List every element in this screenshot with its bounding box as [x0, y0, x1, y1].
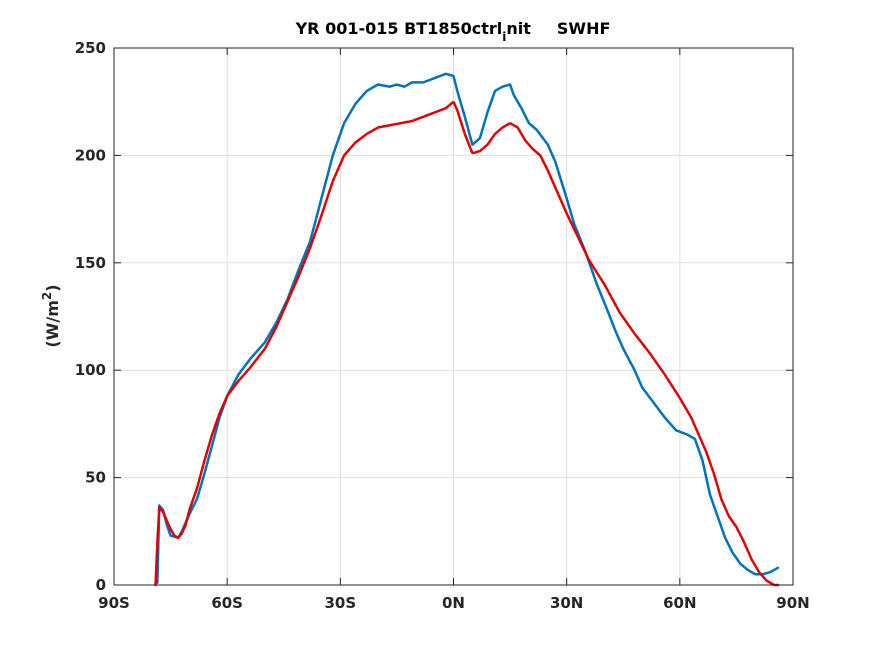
- series-layer: [154, 72, 780, 587]
- x-tick-label: 60N: [663, 594, 696, 612]
- y-axis-label-superscript: 2: [40, 292, 54, 300]
- chart-title-subscript: i: [502, 30, 506, 44]
- y-tick-label: 0: [96, 576, 106, 594]
- x-tick-label: 30S: [324, 594, 356, 612]
- x-tick-label: 90S: [98, 594, 130, 612]
- y-tick-label: 150: [75, 254, 106, 272]
- series-line-1: [156, 72, 780, 585]
- y-axis-label: (W/m2): [40, 284, 62, 347]
- y-tick-label: 50: [85, 469, 106, 487]
- tick-labels: 90S 60S 30S 0N 30N 60N 90N 0 50 100 150 200 250: [75, 39, 810, 612]
- ticks: [113, 47, 794, 586]
- x-tick-label: 0N: [442, 594, 465, 612]
- x-tick-label: 90N: [776, 594, 809, 612]
- chart-title-suffix: nit: [506, 19, 531, 38]
- y-axis-label-main: (W/m: [43, 300, 62, 347]
- y-axis-label-close: ): [43, 284, 62, 291]
- y-tick-label: 100: [75, 361, 106, 379]
- chart-title-main: YR 001-015 BT1850ctrl: [295, 19, 503, 38]
- y-tick-label: 200: [75, 146, 106, 164]
- chart-title-variable: SWHF: [557, 19, 611, 38]
- series-line-2: [154, 100, 780, 587]
- x-tick-label: 60S: [211, 594, 243, 612]
- x-tick-label: 30N: [550, 594, 583, 612]
- chart-title: YR 001-015 BT1850ctrlinit SWHF: [295, 19, 611, 44]
- y-tick-label: 250: [75, 39, 106, 57]
